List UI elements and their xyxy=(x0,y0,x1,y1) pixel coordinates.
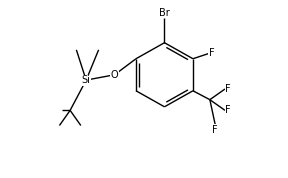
Text: O: O xyxy=(111,70,118,80)
Text: F: F xyxy=(225,84,231,94)
Text: F: F xyxy=(225,105,231,115)
Text: F: F xyxy=(209,48,215,58)
Text: Si: Si xyxy=(82,75,91,85)
Text: Br: Br xyxy=(159,8,170,18)
Text: F: F xyxy=(212,125,218,135)
